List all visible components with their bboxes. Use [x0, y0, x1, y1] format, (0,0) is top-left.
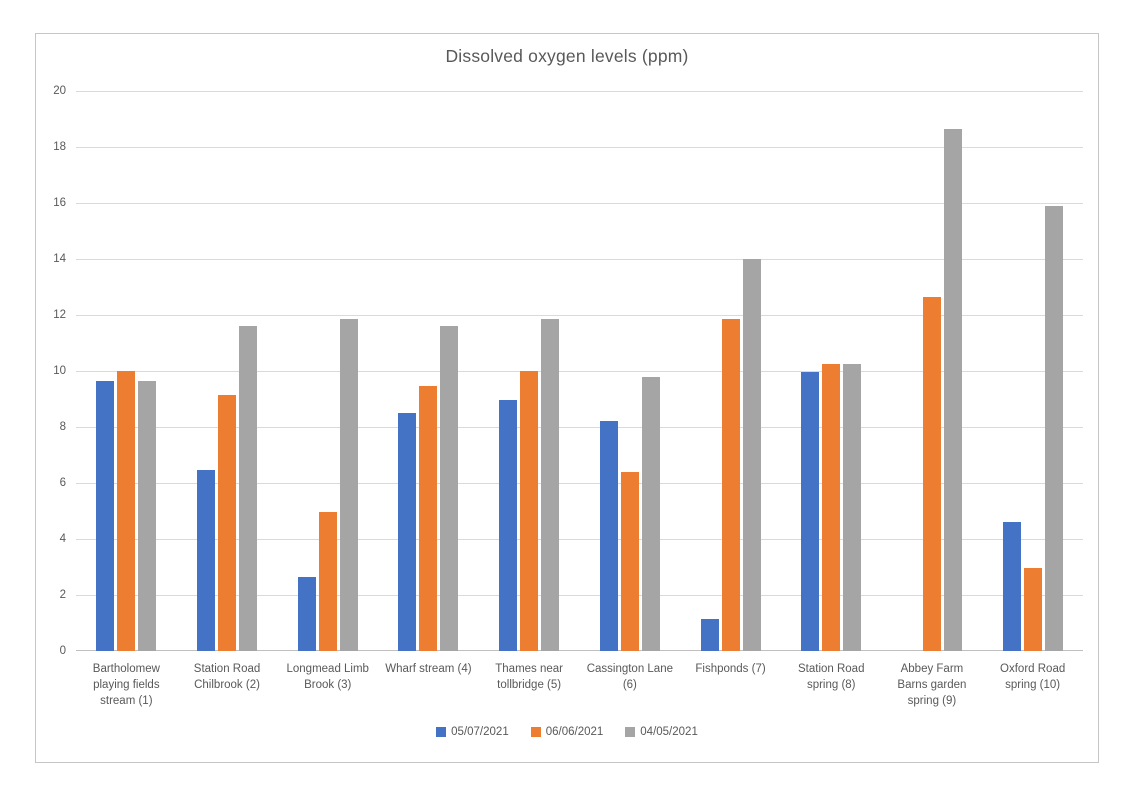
y-tick-label: 10: [53, 365, 66, 377]
bar: [641, 376, 660, 651]
gridline: [76, 315, 1083, 316]
y-tick-label: 8: [59, 421, 66, 433]
bar: [339, 319, 358, 651]
gridline: [76, 539, 1083, 540]
category-label: Wharf stream (4): [385, 663, 472, 675]
bar: [801, 372, 820, 651]
category-label: Longmead Limb Brook (3): [286, 663, 369, 691]
legend-swatch: [436, 727, 447, 737]
category-label: Station Road Chilbrook (2): [193, 663, 261, 691]
bar-group: [277, 91, 378, 651]
bar: [117, 371, 136, 651]
bar-group: [680, 91, 781, 651]
bar: [620, 471, 639, 651]
category-label: Abbey Farm Barns garden spring (9): [897, 663, 967, 707]
chart-frame: Dissolved oxygen levels (ppm) 0 2 4 6 8 10 12 1…: [35, 33, 1099, 763]
bar: [520, 371, 539, 651]
bar-group: [781, 91, 882, 651]
gridline: [76, 595, 1083, 596]
legend-swatch: [530, 727, 541, 737]
category-label: Thames near tollbridge (5): [495, 663, 564, 691]
legend-swatch: [625, 727, 636, 737]
gridline: [76, 91, 1083, 92]
bar: [138, 380, 157, 651]
y-tick-label: 14: [53, 253, 66, 265]
y-tick-label: 16: [53, 197, 66, 209]
bar: [419, 386, 438, 651]
bar: [318, 512, 337, 651]
bar-group: [882, 91, 983, 651]
category-label: Fishponds (7): [695, 663, 766, 675]
bar: [218, 394, 237, 651]
bar-group: [378, 91, 479, 651]
legend-label: 06/06/2021: [545, 726, 604, 738]
bar: [843, 364, 862, 651]
y-axis-labels: 0 2 4 6 8 10 12 14 16 18 20: [36, 85, 66, 657]
category-label: Cassington Lane (6): [586, 663, 673, 691]
y-tick-label: 4: [59, 533, 66, 545]
bar-group: [580, 91, 681, 651]
chart-title: Dissolved oxygen levels (ppm): [445, 46, 689, 66]
bar: [398, 413, 417, 651]
y-tick-label: 6: [59, 477, 66, 489]
bar: [742, 259, 761, 651]
plot-area: [76, 91, 1083, 651]
legend-item: 06/06/2021: [530, 726, 604, 738]
y-tick-label: 20: [53, 85, 66, 97]
x-axis-line: [76, 650, 1083, 651]
gridline: [76, 427, 1083, 428]
bar: [440, 326, 459, 651]
legend-item: 05/07/2021: [436, 726, 509, 738]
bar-group: [76, 91, 177, 651]
bar-group: [982, 91, 1083, 651]
y-tick-label: 0: [59, 645, 66, 657]
gridline: [76, 147, 1083, 148]
bar: [239, 326, 258, 651]
bar: [197, 470, 216, 651]
bar: [700, 618, 719, 651]
bar: [922, 296, 941, 651]
bar: [1023, 568, 1042, 651]
bar: [96, 380, 115, 651]
gridline: [76, 203, 1083, 204]
gridline: [76, 371, 1083, 372]
bar: [499, 400, 518, 651]
category-label: Station Road spring (8): [797, 663, 865, 691]
y-tick-label: 12: [53, 309, 66, 321]
bar-group: [177, 91, 278, 651]
y-tick-label: 18: [53, 141, 66, 153]
legend-label: 04/05/2021: [640, 726, 698, 738]
y-tick-label: 2: [59, 589, 66, 601]
bar: [541, 319, 560, 651]
bar: [822, 364, 841, 651]
bar: [599, 421, 618, 651]
bar: [1002, 522, 1021, 651]
bar: [1044, 205, 1063, 651]
legend: 05/07/2021 06/06/2021 04/05/2021: [36, 726, 1098, 738]
bar: [721, 319, 740, 651]
category-label: Oxford Road spring (10): [1000, 663, 1066, 691]
category-label: Bartholomew playing fields stream (1): [92, 663, 160, 707]
gridline: [76, 483, 1083, 484]
bar-group: [479, 91, 580, 651]
bar: [297, 576, 316, 651]
legend-item: 04/05/2021: [625, 726, 698, 738]
bar: [943, 128, 962, 651]
legend-label: 05/07/2021: [451, 726, 509, 738]
gridline: [76, 259, 1083, 260]
